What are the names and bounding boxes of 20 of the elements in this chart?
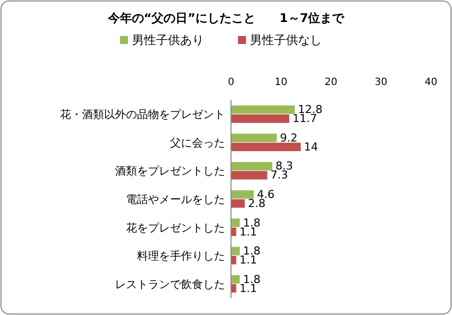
- legend-label: 男性子供なし: [250, 33, 322, 47]
- y-tick-label: 父に会った: [170, 136, 225, 150]
- chart-title: 今年の“父の日”にしたこと 1～7位まで: [106, 11, 346, 25]
- y-tick-label: 料理を手作りした: [137, 250, 225, 263]
- x-tick-label: 0: [228, 77, 234, 88]
- y-tick-label: 酒類をプレゼントした: [115, 164, 225, 178]
- data-label: 2.8: [248, 197, 266, 210]
- x-tick-label: 40: [424, 77, 438, 88]
- y-tick-label: 電話やメールをした: [126, 193, 225, 206]
- y-tick-label: レストランで飲食した: [115, 278, 225, 291]
- x-tick-label: 20: [324, 77, 338, 88]
- data-label: 1.1: [240, 254, 257, 267]
- data-label: 14: [304, 140, 318, 154]
- y-tick-label: 花をプレゼントした: [126, 221, 225, 234]
- y-tick-label: 花・酒類以外の品物をプレゼント: [60, 108, 225, 122]
- legend-label: 男性子供あり: [132, 33, 204, 47]
- data-label: 9.2: [280, 131, 298, 144]
- x-tick-label: 30: [374, 77, 388, 88]
- data-label: 11.7: [292, 112, 317, 126]
- x-tick-label: 10: [274, 77, 288, 88]
